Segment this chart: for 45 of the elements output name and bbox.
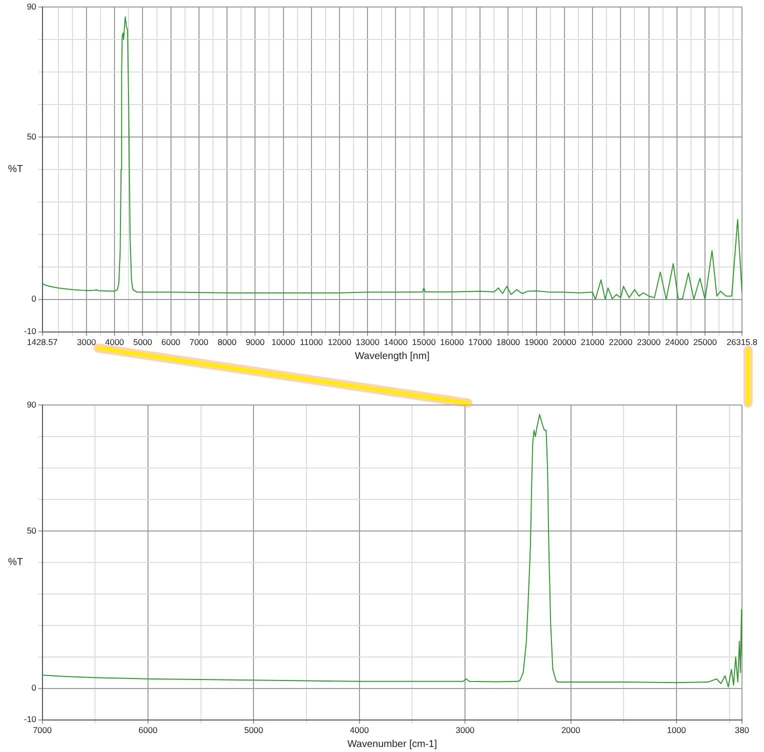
y-axis-title: %T — [8, 557, 23, 568]
x-tick-label: 16000 — [440, 337, 464, 348]
x-tick-label: 3000 — [456, 725, 475, 736]
y-tick-label: 90 — [26, 1, 37, 12]
x-axis-title: Wavenumber [cm-1] — [347, 738, 438, 750]
x-tick-label: 19000 — [524, 337, 548, 348]
x-tick-label: 380 — [734, 725, 750, 736]
x-tick-label: 7000 — [189, 337, 209, 348]
x-tick-label: 13000 — [356, 337, 380, 348]
x-tick-label: 14000 — [384, 337, 408, 348]
x-tick-label: 15000 — [412, 337, 436, 348]
x-tick-label: 5000 — [244, 725, 264, 736]
y-tick-label: -10 — [24, 326, 37, 336]
x-axis-title: Wavelength [nm] — [354, 350, 430, 362]
x-tick-label: 2000 — [561, 725, 580, 736]
y-axis-title: %T — [8, 164, 23, 176]
x-tick-label: 9000 — [246, 337, 265, 348]
x-tick-label: 17000 — [468, 337, 492, 348]
x-tick-label: 8000 — [218, 337, 237, 348]
y-tick-label: 0 — [32, 294, 37, 304]
x-tick-label: 24000 — [665, 337, 689, 348]
x-tick-label: 7000 — [32, 725, 52, 736]
x-tick-label: 25000 — [693, 337, 718, 348]
x-tick-label: 10000 — [271, 337, 296, 348]
x-tick-label: 21000 — [580, 337, 605, 348]
x-tick-label: 12000 — [328, 337, 352, 348]
y-tick-label: 90 — [26, 399, 37, 410]
y-tick-label: -10 — [24, 714, 37, 724]
x-tick-label: 22000 — [608, 337, 633, 348]
y-tick-label: 50 — [26, 525, 37, 536]
x-tick-label: 6000 — [138, 725, 158, 736]
x-tick-label: 1428.57 — [26, 337, 58, 348]
y-tick-label: 50 — [26, 131, 37, 142]
x-tick-label: 4000 — [350, 725, 370, 736]
x-tick-label: 23000 — [636, 337, 661, 348]
y-tick-label: 0 — [32, 682, 37, 693]
x-tick-label: 3000 — [77, 337, 96, 348]
x-tick-label: 6000 — [161, 337, 181, 348]
x-tick-label: 5000 — [133, 337, 152, 348]
x-tick-label: 4000 — [105, 337, 124, 348]
x-tick-label: 26315.8 — [726, 337, 758, 348]
x-tick-label: 20000 — [552, 337, 577, 348]
x-tick-label: 18000 — [496, 337, 520, 348]
x-tick-label: 1000 — [667, 725, 686, 736]
x-tick-label: 11000 — [300, 337, 324, 348]
